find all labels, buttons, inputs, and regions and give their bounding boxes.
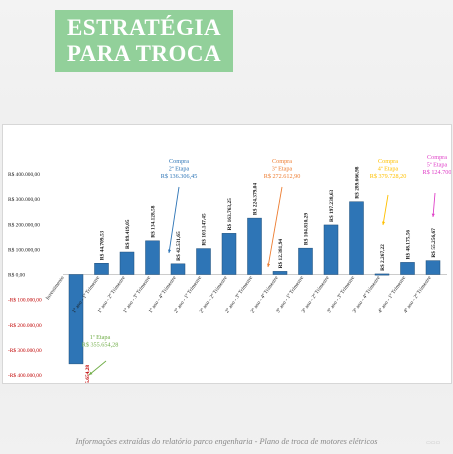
value-label: R$ 89.419,05	[124, 219, 131, 249]
category-label: 4º ano - 2º Trimestre	[403, 275, 433, 315]
bar-chart: R$ 400.000,00 R$ 300.000,00 R$ 200.000,00 R…	[8, 154, 451, 397]
y-tick-label: R$ 400.000,00	[8, 171, 40, 178]
value-label: R$ 104.810,29	[303, 213, 310, 245]
bar	[247, 217, 262, 275]
title-line-1: ESTRATÉGIA	[66, 15, 222, 40]
value-label: R$ 42.531,65	[175, 231, 182, 261]
y-tick-label: -R$ 100.000,00	[8, 297, 42, 304]
value-label: R$ 355.654,28	[84, 365, 91, 383]
annotation-text: 3ª Etapa	[272, 165, 293, 172]
bar	[94, 263, 109, 275]
annotation-arrowhead	[381, 221, 386, 225]
bar	[272, 271, 288, 275]
bar	[374, 273, 390, 276]
y-tick-label: R$ 100.000,00	[8, 246, 40, 253]
bar	[400, 262, 415, 275]
y-tick-label: R$ 0,00	[8, 272, 25, 279]
annotation-arrowhead	[431, 213, 435, 217]
bar	[221, 233, 237, 275]
value-label: R$ 55.256,67	[430, 228, 437, 258]
category-label: 1º ano - 2º Trimestre	[97, 275, 127, 315]
annotation-text: R$ 136.306,45	[161, 173, 198, 180]
value-label: R$ 224.379,04	[252, 183, 259, 215]
annotation-arrowhead	[167, 249, 172, 253]
annotation-text: 2ª Etapa	[169, 165, 190, 172]
value-label: R$ 103.147,45	[201, 213, 208, 245]
value-label: R$ 197.238,63	[328, 189, 335, 221]
bar	[196, 248, 211, 275]
y-tick-label: R$ 300.000,00	[8, 196, 40, 203]
annotation-text: Compra	[169, 158, 189, 165]
category-label: 2º ano - 2º Trimestre	[199, 275, 229, 315]
annotation-arrow	[88, 360, 107, 376]
category-label: 3º ano - 1º Trimestre	[275, 275, 305, 315]
annotation-arrowhead	[267, 263, 271, 267]
annotation-text: Compra	[378, 158, 398, 165]
category-label: 2º ano - 1º Trimestre	[173, 275, 203, 315]
brand-logo: ▭▭▭	[426, 440, 441, 446]
annotation-arrow	[168, 186, 180, 254]
value-label: R$ 48.175,56	[405, 230, 412, 260]
category-label: 2º ano - 4º Trimestre	[250, 275, 280, 315]
y-tick-label: -R$ 200.000,00	[8, 322, 42, 329]
annotation-text: R$ 379.728,20	[370, 173, 407, 180]
bar	[323, 224, 339, 275]
category-label: 2º ano - 3º Trimestre	[224, 275, 254, 315]
category-label: 3º ano - 4º Trimestre	[352, 275, 382, 315]
annotation-text: 4ª Etapa	[378, 165, 399, 172]
bar	[145, 240, 160, 275]
annotation-text: Compra	[272, 158, 292, 165]
category-label: 3º ano - 3º Trimestre	[326, 275, 356, 315]
chart-frame: R$ 400.000,00 R$ 300.000,00 R$ 200.000,00 R…	[2, 124, 452, 397]
bar	[298, 247, 313, 275]
annotation-text: 5ª Etapa	[427, 161, 448, 168]
bar	[349, 201, 364, 275]
value-label: R$ 289.666,98	[354, 166, 361, 198]
category-label: Investimento	[45, 275, 66, 301]
title-line-2: PARA TROCA	[66, 41, 222, 66]
value-label: R$ 2.267,22	[379, 244, 386, 271]
annotation-text: R$ 272.612,90	[264, 173, 301, 180]
value-label: R$ 163.763,25	[226, 198, 233, 230]
y-tick-label: -R$ 300.000,00	[8, 347, 42, 354]
annotation-arrow	[432, 192, 436, 218]
annotation-arrow	[382, 194, 389, 226]
category-label: 1º ano - 3º Trimestre	[122, 275, 152, 315]
value-label: R$ 12.381,94	[277, 239, 284, 269]
category-label: 3º ano - 2º Trimestre	[301, 275, 331, 315]
value-label: R$ 134.128,58	[150, 205, 157, 237]
category-label: 4º ano - 1º Trimestre	[377, 275, 407, 315]
footer-caption: Informações extraídas do relatório parco…	[75, 437, 378, 446]
y-tick-label: R$ 200.000,00	[8, 221, 40, 228]
title-box: ESTRATÉGIA PARA TROCA	[55, 10, 233, 72]
category-label: 1º ano - 4º Trimestre	[148, 275, 178, 315]
bar	[170, 263, 186, 275]
annotation-text: R$ 124.700	[423, 169, 451, 176]
annotation-text: Compra	[427, 154, 447, 161]
annotation-arrowhead	[89, 371, 93, 375]
annotation-arrow	[267, 186, 283, 268]
annotation-text: 1ª Etapa	[90, 334, 111, 341]
bar	[68, 274, 84, 365]
annotation-text: R$ 355.654,28	[82, 341, 119, 348]
value-label: R$ 44.709,53	[99, 230, 106, 260]
y-tick-label: -R$ 400.000,00	[8, 372, 42, 379]
bar	[119, 251, 135, 275]
bar	[425, 260, 441, 275]
